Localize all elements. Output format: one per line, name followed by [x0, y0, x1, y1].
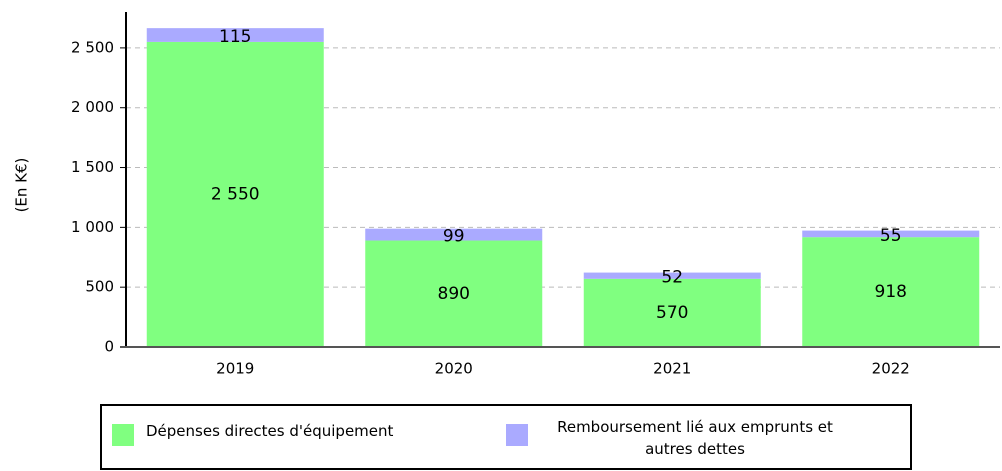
legend-label: Remboursement lié aux emprunts et autres…	[557, 418, 833, 458]
x-tick-label: 2022	[872, 360, 910, 378]
bar-segment	[365, 228, 543, 241]
y-tick-label: 1 000	[71, 218, 114, 236]
chart: (En K€) 0 500 1 000 1 500 2 000 2 500 2019 2 55…	[13, 12, 1000, 378]
bar-segment	[146, 28, 324, 42]
x-tick-label: 2019	[216, 360, 254, 378]
y-tick-label: 1 500	[71, 158, 114, 176]
data-label: 570	[656, 303, 688, 323]
y-tick-label: 0	[104, 338, 114, 356]
data-label: 99	[443, 227, 465, 247]
data-label: 890	[438, 284, 470, 304]
legend-label: Dépenses directes d'équipement	[146, 422, 394, 440]
data-label: 918	[875, 282, 907, 302]
legend-item: Dépenses directes d'équipement	[112, 420, 393, 446]
bar-segment	[802, 237, 980, 347]
data-label: 115	[219, 27, 251, 47]
legend-swatch	[112, 424, 134, 446]
y-tick-label: 2 500	[71, 38, 114, 56]
y-axis-label: (En K€)	[13, 158, 31, 213]
data-label: 55	[880, 226, 902, 246]
data-label: 2 550	[211, 184, 260, 204]
y-tick-label: 2 000	[71, 98, 114, 116]
bar-segment	[802, 230, 980, 238]
legend: Dépenses directes d'équipement Remboursem…	[100, 404, 912, 470]
x-tick-label: 2021	[653, 360, 691, 378]
bar-segment	[365, 240, 543, 347]
data-label: 52	[661, 268, 683, 288]
x-tick-label: 2020	[435, 360, 473, 378]
bar-segment	[583, 272, 761, 279]
legend-swatch	[506, 424, 528, 446]
bar-segment	[583, 278, 761, 347]
legend-item: Remboursement lié aux emprunts et autres…	[506, 418, 850, 460]
bar-segment	[146, 41, 324, 348]
y-tick-label: 500	[85, 278, 114, 296]
